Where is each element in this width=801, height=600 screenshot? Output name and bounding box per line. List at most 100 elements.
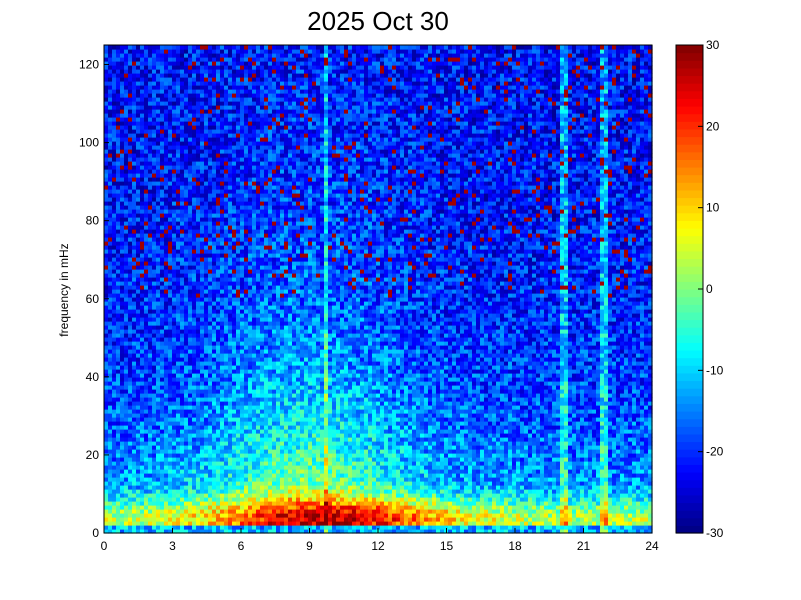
heatmap-cell xyxy=(240,281,245,286)
heatmap-cell xyxy=(116,249,121,254)
heatmap-cell xyxy=(156,249,161,254)
heatmap-cell xyxy=(144,85,149,90)
heatmap-cell xyxy=(168,125,173,130)
heatmap-cell xyxy=(244,469,249,474)
heatmap-cell xyxy=(164,265,169,270)
heatmap-cell xyxy=(156,217,161,222)
heatmap-cell xyxy=(244,217,249,222)
heatmap-cell xyxy=(244,369,249,374)
heatmap-cell xyxy=(104,389,109,394)
heatmap-cell xyxy=(164,513,169,518)
heatmap-cell xyxy=(156,157,161,162)
heatmap-cell xyxy=(156,173,161,178)
heatmap-cell xyxy=(172,233,177,238)
heatmap-cell xyxy=(168,501,173,506)
heatmap-cell xyxy=(264,385,269,390)
heatmap-cell xyxy=(236,261,241,266)
heatmap-cell xyxy=(148,365,153,370)
heatmap-cell xyxy=(112,441,117,446)
heatmap-cell xyxy=(112,445,117,450)
heatmap-cell xyxy=(132,421,137,426)
heatmap-cell xyxy=(108,341,113,346)
heatmap-cell xyxy=(108,213,113,218)
heatmap-cell xyxy=(244,121,249,126)
heatmap-cell xyxy=(148,409,153,414)
heatmap-cell xyxy=(136,305,141,310)
heatmap-cell xyxy=(200,481,205,486)
heatmap-cell xyxy=(148,209,153,214)
heatmap-cell xyxy=(192,117,197,122)
heatmap-cell xyxy=(128,189,133,194)
heatmap-cell xyxy=(256,409,261,414)
heatmap-cell xyxy=(132,101,137,106)
heatmap-cell xyxy=(140,345,145,350)
heatmap-cell xyxy=(180,85,185,90)
heatmap-cell xyxy=(216,193,221,198)
heatmap-cell xyxy=(216,237,221,242)
heatmap-cell xyxy=(256,477,261,482)
heatmap-cell xyxy=(180,193,185,198)
heatmap-cell xyxy=(116,389,121,394)
heatmap-cell xyxy=(220,161,225,166)
heatmap-cell xyxy=(184,505,189,510)
heatmap-cell xyxy=(188,293,193,298)
heatmap-cell xyxy=(104,249,109,254)
heatmap-cell xyxy=(128,493,133,498)
heatmap-cell xyxy=(192,241,197,246)
heatmap-cell xyxy=(172,429,177,434)
heatmap-cell xyxy=(136,477,141,482)
heatmap-cell xyxy=(116,297,121,302)
heatmap-cell xyxy=(216,489,221,494)
heatmap-cell xyxy=(172,245,177,250)
heatmap-cell xyxy=(176,381,181,386)
heatmap-cell xyxy=(160,341,165,346)
heatmap-cell xyxy=(256,509,261,514)
heatmap-cell xyxy=(120,309,125,314)
heatmap-cell xyxy=(164,69,169,74)
heatmap-cell xyxy=(216,145,221,150)
heatmap-cell xyxy=(256,473,261,478)
heatmap-cell xyxy=(168,245,173,250)
heatmap-cell xyxy=(252,425,257,430)
heatmap-cell xyxy=(168,273,173,278)
heatmap-cell xyxy=(124,465,129,470)
heatmap-cell xyxy=(204,285,209,290)
heatmap-cell xyxy=(252,133,257,138)
heatmap-cell xyxy=(172,241,177,246)
heatmap-cell xyxy=(108,497,113,502)
heatmap-cell xyxy=(200,81,205,86)
heatmap-cell xyxy=(252,313,257,318)
heatmap-cell xyxy=(112,405,117,410)
heatmap-cell xyxy=(124,133,129,138)
heatmap-cell xyxy=(248,409,253,414)
heatmap-cell xyxy=(180,89,185,94)
heatmap-cell xyxy=(252,369,257,374)
heatmap-cell xyxy=(136,245,141,250)
heatmap-cell xyxy=(112,249,117,254)
heatmap-cell xyxy=(236,497,241,502)
heatmap-cell xyxy=(164,377,169,382)
heatmap-cell xyxy=(168,469,173,474)
heatmap-cell xyxy=(120,445,125,450)
heatmap-cell xyxy=(220,257,225,262)
heatmap-cell xyxy=(140,465,145,470)
heatmap-cell xyxy=(248,473,253,478)
heatmap-cell xyxy=(196,461,201,466)
heatmap-cell xyxy=(200,513,205,518)
heatmap-cell xyxy=(232,409,237,414)
heatmap-cell xyxy=(260,341,265,346)
heatmap-cell xyxy=(196,81,201,86)
heatmap-cell xyxy=(204,185,209,190)
heatmap-cell xyxy=(128,253,133,258)
heatmap-cell xyxy=(204,465,209,470)
heatmap-cell xyxy=(108,305,113,310)
heatmap-cell xyxy=(176,365,181,370)
heatmap-cell xyxy=(260,53,265,58)
heatmap-cell xyxy=(140,121,145,126)
heatmap-cell xyxy=(212,337,217,342)
heatmap-cell xyxy=(124,473,129,478)
heatmap-cell xyxy=(236,401,241,406)
heatmap-cell xyxy=(180,525,185,530)
heatmap-cell xyxy=(260,209,265,214)
heatmap-cell xyxy=(104,489,109,494)
